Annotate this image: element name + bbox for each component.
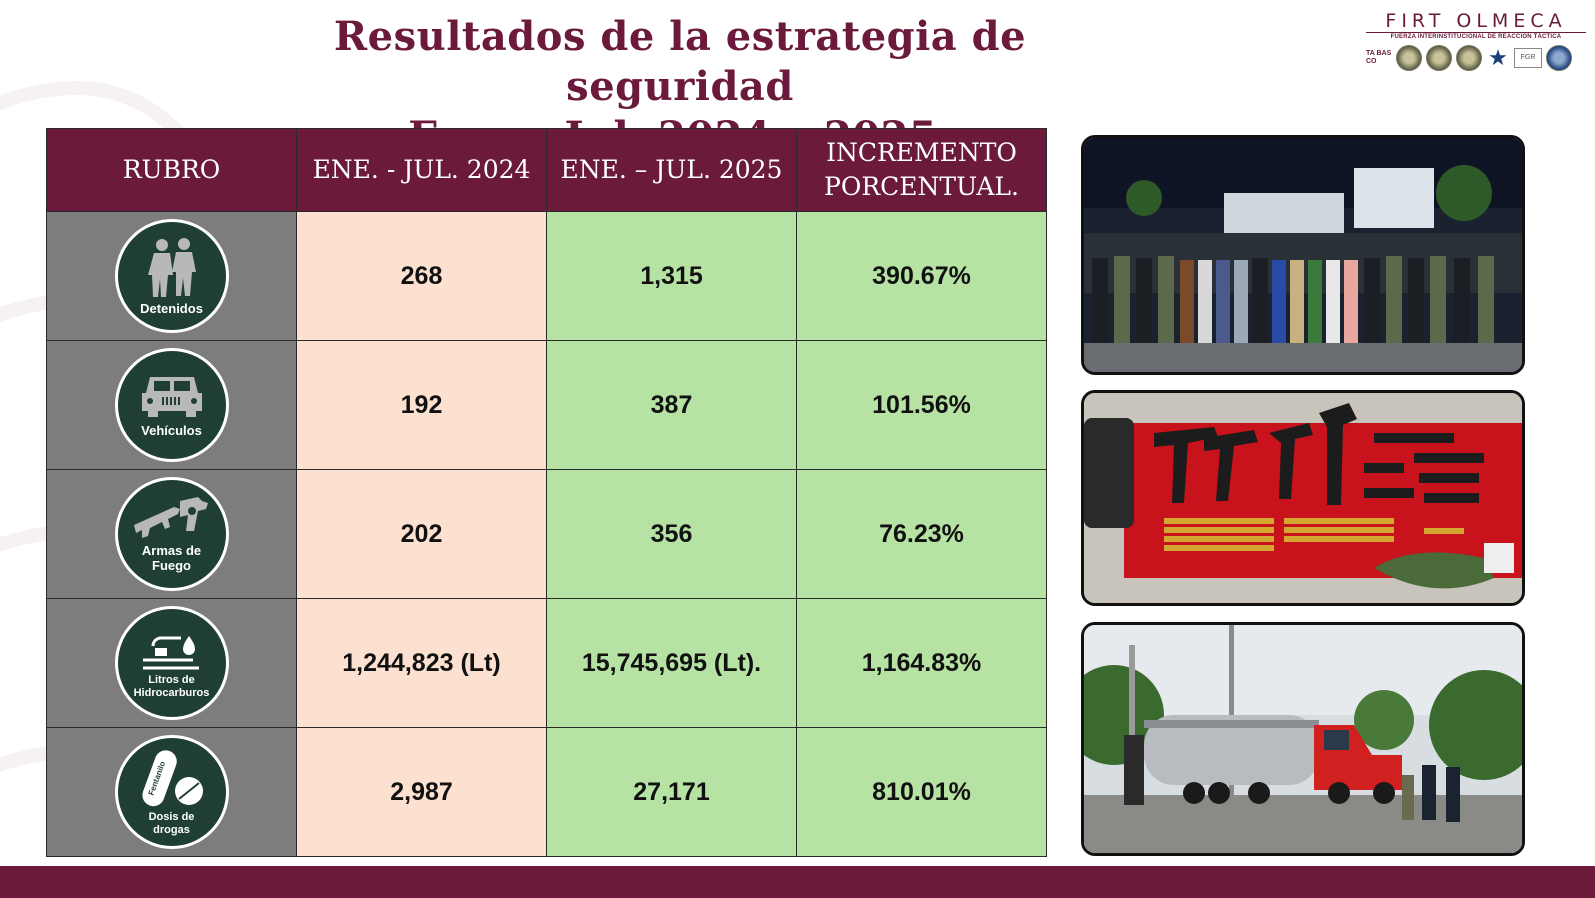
photo-seized-weapons — [1081, 390, 1525, 606]
rubro-cell: Armas de Fuego — [46, 469, 297, 599]
detainees-badge: Detenidos — [114, 219, 229, 333]
row-label-line2: Fuego — [152, 558, 191, 573]
value-2024: 2,987 — [296, 727, 547, 857]
logo-subtitle: FUERZA INTERINSTITUCIONAL DE REACCIÓN TÁ… — [1366, 32, 1586, 42]
fuel-tanker-image — [1084, 625, 1522, 853]
footer-bar — [0, 866, 1595, 898]
drugs-badge: Fentanilo Dosis de drogas — [114, 735, 229, 849]
seal-icon — [1546, 45, 1572, 71]
fgr-logo: FGR — [1514, 48, 1542, 68]
detainees-lineup-image — [1084, 138, 1522, 372]
value-increment: 101.56% — [796, 340, 1047, 470]
results-table: RUBRO ENE. - JUL. 2024 ENE. – JUL. 2025 … — [46, 128, 1047, 857]
row-label-line1: Dosis de — [148, 811, 195, 823]
value-increment: 76.23% — [796, 469, 1047, 599]
table-header-row: RUBRO ENE. - JUL. 2024 ENE. – JUL. 2025 … — [46, 128, 1047, 212]
logo-seals: TA BAS CO ★ FGR — [1366, 45, 1586, 71]
rubro-cell: Vehículos — [46, 340, 297, 470]
table-row: Vehículos 192 387 101.56% — [46, 340, 1047, 470]
row-label-line1: Litros de — [148, 674, 195, 686]
row-label-line2: drogas — [153, 824, 190, 836]
row-label: Vehículos — [141, 422, 202, 438]
tabasco-logo-text: TA BAS CO — [1366, 50, 1392, 65]
pills-icon: Fentanilo — [141, 750, 203, 807]
value-2024: 192 — [296, 340, 547, 470]
row-label-line2: Hidrocarburos — [133, 687, 210, 699]
value-2025: 1,315 — [546, 211, 797, 341]
seal-icon — [1396, 45, 1422, 71]
value-2025: 15,745,695 (Lt). — [546, 598, 797, 728]
detainees-icon — [147, 237, 196, 297]
logo-name: FIRT OLMECA — [1385, 10, 1567, 32]
title-line-1: Resultados de la estrategia de seguridad — [333, 13, 1027, 110]
firt-olmeca-logo: FIRT OLMECA FUERZA INTERINSTITUCIONAL DE… — [1366, 10, 1586, 72]
vehicle-badge: Vehículos — [114, 348, 229, 462]
header-increment-line1: INCREMENTO — [826, 138, 1017, 167]
firearms-badge: Armas de Fuego — [114, 477, 229, 591]
table-row: Litros de Hidrocarburos 1,244,823 (Lt) 1… — [46, 598, 1047, 728]
header-2025: ENE. – JUL. 2025 — [546, 128, 797, 212]
header-2024: ENE. - JUL. 2024 — [296, 128, 547, 212]
seal-icon — [1426, 45, 1452, 71]
table-row: Fentanilo Dosis de drogas 2,987 27,171 8… — [46, 727, 1047, 857]
vehicle-icon — [141, 376, 202, 417]
row-label-line1: Armas de — [141, 543, 202, 558]
seized-weapons-image — [1084, 393, 1522, 603]
star-seal-icon: ★ — [1486, 46, 1510, 70]
value-increment: 1,164.83% — [796, 598, 1047, 728]
header-increment: INCREMENTO PORCENTUAL. — [796, 128, 1047, 212]
value-increment: 810.01% — [796, 727, 1047, 857]
table-row: Armas de Fuego 202 356 76.23% — [46, 469, 1047, 599]
value-2024: 202 — [296, 469, 547, 599]
value-2025: 356 — [546, 469, 797, 599]
row-label: Detenidos — [140, 300, 203, 316]
table-row: Detenidos 268 1,315 390.67% — [46, 211, 1047, 341]
value-2025: 27,171 — [546, 727, 797, 857]
fuel-icon — [142, 636, 199, 670]
value-increment: 390.67% — [796, 211, 1047, 341]
firearms-icon — [133, 497, 208, 538]
header-increment-line2: PORCENTUAL. — [824, 172, 1019, 201]
value-2025: 387 — [546, 340, 797, 470]
rubro-cell: Fentanilo Dosis de drogas — [46, 727, 297, 857]
photo-fuel-tanker — [1081, 622, 1525, 856]
rubro-cell: Detenidos — [46, 211, 297, 341]
value-2024: 268 — [296, 211, 547, 341]
rubro-cell: Litros de Hidrocarburos — [46, 598, 297, 728]
value-2024: 1,244,823 (Lt) — [296, 598, 547, 728]
header-rubro: RUBRO — [46, 128, 297, 212]
photo-detainees-lineup — [1081, 135, 1525, 375]
seal-icon — [1456, 45, 1482, 71]
fuel-badge: Litros de Hidrocarburos — [114, 606, 229, 720]
